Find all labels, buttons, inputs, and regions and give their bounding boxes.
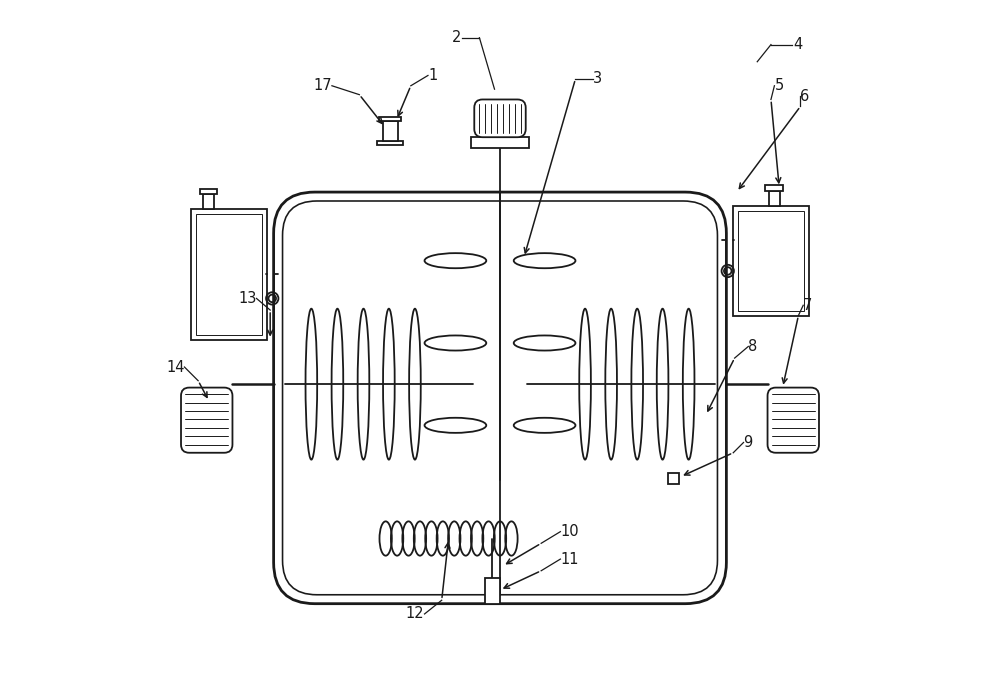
Bar	[200, 189, 217, 194]
Bar	[379, 117, 401, 121]
Text: 3: 3	[593, 71, 602, 86]
Text: 2: 2	[452, 30, 461, 45]
Bar	[383, 121, 398, 141]
Text: 8: 8	[748, 339, 758, 354]
Text: 13: 13	[238, 291, 256, 306]
Bar	[668, 473, 679, 484]
Bar	[765, 185, 783, 191]
Bar	[485, 578, 500, 604]
Bar	[471, 137, 529, 148]
FancyBboxPatch shape	[274, 192, 726, 604]
FancyBboxPatch shape	[474, 99, 526, 137]
Text: 5: 5	[774, 78, 784, 93]
Text: 6: 6	[800, 88, 810, 104]
Bar	[196, 214, 262, 335]
FancyBboxPatch shape	[181, 388, 232, 453]
Text: 12: 12	[406, 606, 425, 622]
Bar	[203, 194, 214, 209]
Text: 1: 1	[428, 68, 437, 83]
Text: 10: 10	[560, 524, 579, 539]
Bar	[738, 211, 804, 311]
Text: 17: 17	[313, 78, 332, 93]
Bar	[191, 209, 267, 340]
Text: 4: 4	[793, 37, 802, 52]
Text: 11: 11	[560, 552, 579, 567]
Bar	[377, 141, 403, 145]
Text: 9: 9	[744, 435, 753, 450]
Bar	[769, 191, 780, 206]
Bar	[733, 206, 809, 316]
Text: 7: 7	[803, 298, 813, 313]
FancyBboxPatch shape	[768, 388, 819, 453]
Text: 14: 14	[166, 359, 184, 375]
